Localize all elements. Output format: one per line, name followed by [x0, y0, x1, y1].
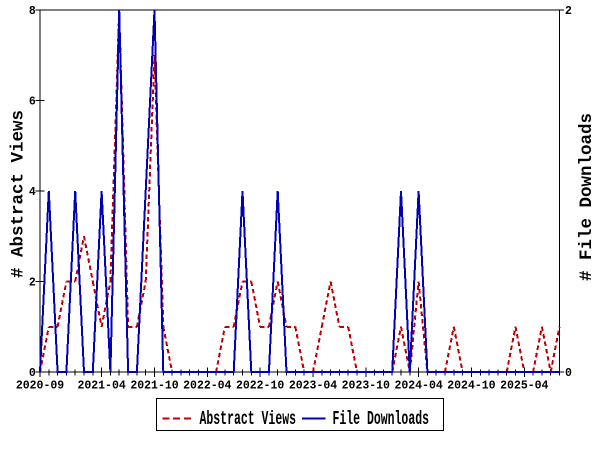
svg-text:File Downloads: File Downloads — [333, 408, 430, 430]
svg-text:Abstract Views: Abstract Views — [200, 408, 297, 430]
svg-text:2025-04: 2025-04 — [500, 380, 548, 393]
svg-text:2: 2 — [29, 277, 36, 290]
svg-text:6: 6 — [29, 96, 36, 109]
svg-text:2: 2 — [565, 5, 572, 18]
svg-text:0: 0 — [565, 367, 572, 380]
svg-text:2020-09: 2020-09 — [16, 380, 64, 393]
svg-text:2021-10: 2021-10 — [130, 380, 178, 393]
svg-text:4: 4 — [29, 186, 36, 199]
svg-text:2022-10: 2022-10 — [236, 380, 284, 393]
svg-text:8: 8 — [29, 5, 36, 18]
svg-text:2021-04: 2021-04 — [77, 380, 125, 393]
svg-text:# File Downloads: # File Downloads — [577, 113, 597, 281]
svg-text:2022-04: 2022-04 — [183, 380, 231, 393]
svg-text:2024-04: 2024-04 — [394, 380, 442, 393]
svg-text:2023-10: 2023-10 — [342, 380, 390, 393]
svg-text:0: 0 — [29, 367, 36, 380]
svg-text:# Abstract Views: # Abstract Views — [8, 110, 28, 278]
svg-text:2024-10: 2024-10 — [447, 380, 495, 393]
svg-text:2023-04: 2023-04 — [289, 380, 337, 393]
